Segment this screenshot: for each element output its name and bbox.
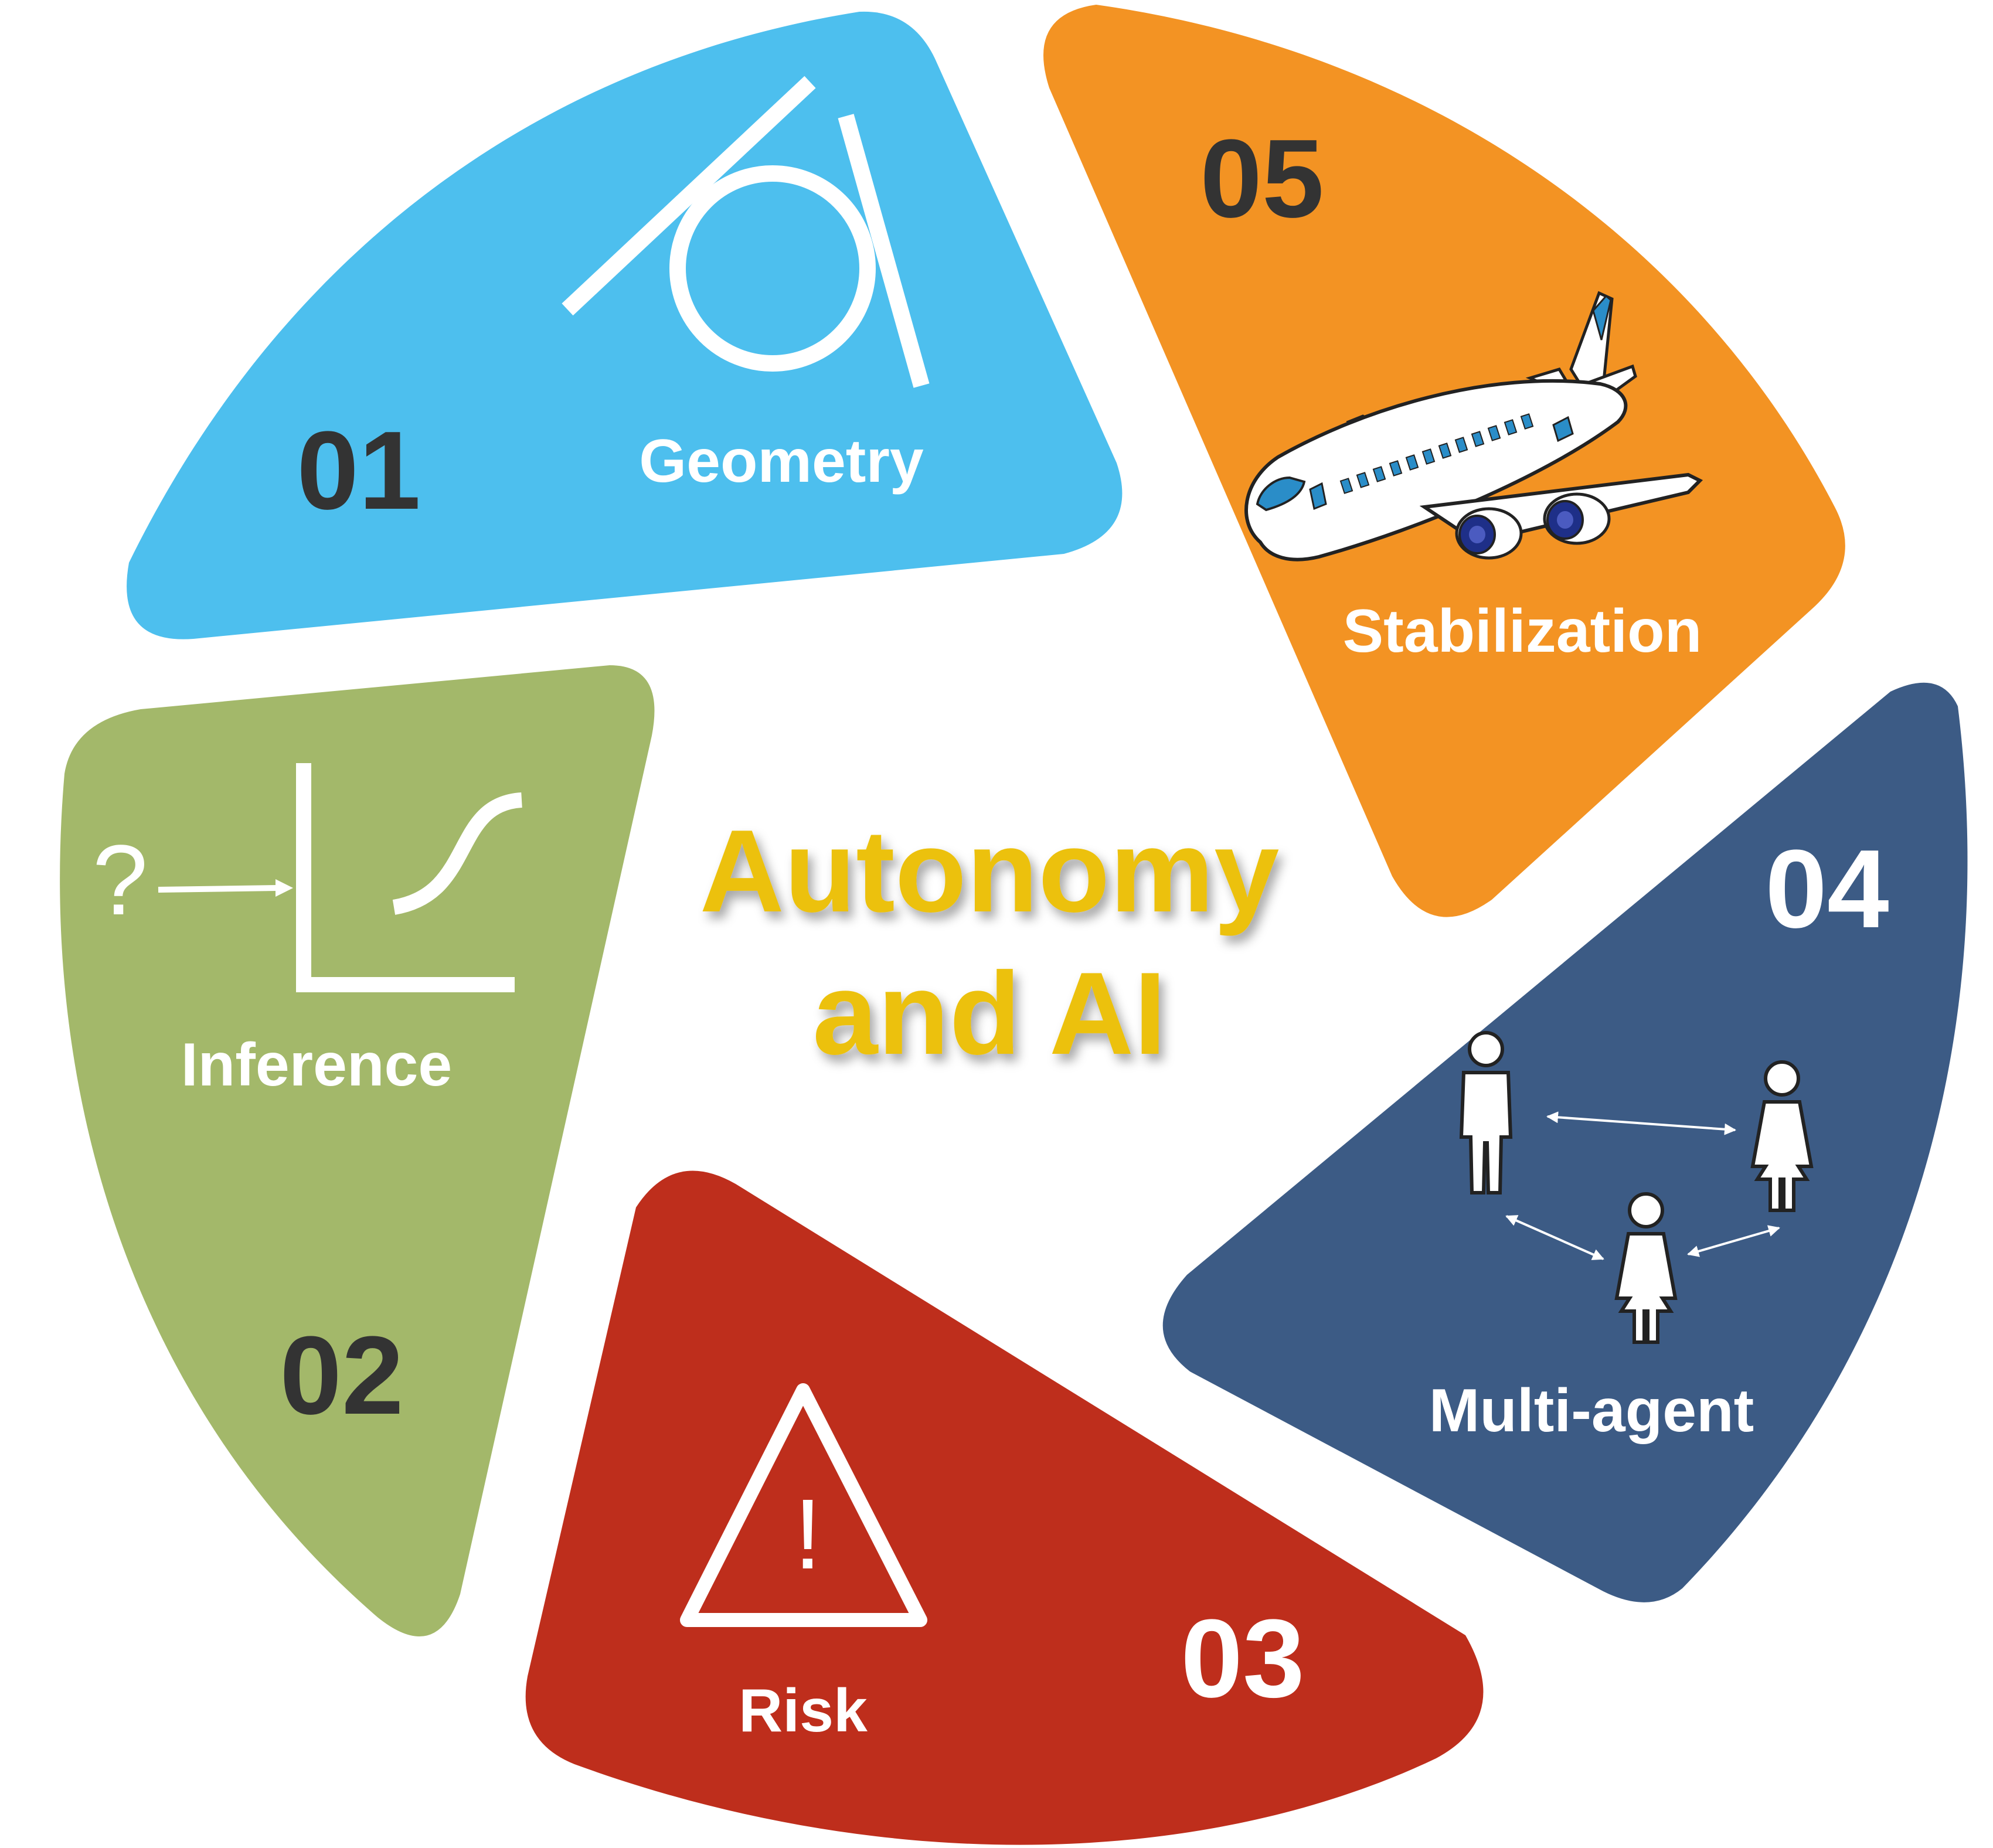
geometry-circle-tangent-icon (562, 76, 930, 388)
warning-triangle-icon: ! (680, 1383, 927, 1627)
segment-label-multi-agent: Multi-agent (1429, 1377, 1754, 1445)
segment-shape-inference (60, 665, 655, 1636)
segment-label-stabilization: Stabilization (1343, 597, 1702, 665)
person-woman-icon (1750, 1060, 1814, 1212)
segment-number-05: 05 (1200, 117, 1324, 241)
segment-geometry: 01 Geometry (127, 11, 1123, 639)
center-title-line2: and AI (812, 948, 1166, 1079)
segment-label-risk: Risk (739, 1677, 868, 1745)
segment-shape-risk (525, 1170, 1484, 1845)
center-title-line1: Autonomy (700, 806, 1280, 937)
segment-inference: ? Inference 02 (60, 665, 655, 1636)
center-title: Autonomy and AI (700, 806, 1280, 1079)
warning-exclamation: ! (794, 1479, 821, 1590)
airplane-icon (1244, 291, 1703, 561)
segment-number-04: 04 (1765, 827, 1889, 951)
segment-number-02: 02 (280, 1313, 403, 1438)
person-woman-icon (1614, 1192, 1678, 1344)
segment-risk: ! Risk 03 (525, 1170, 1484, 1845)
agent-connection-arrows (1505, 1111, 1780, 1260)
segment-shape-multi-agent (1162, 682, 1968, 1602)
person-man-icon (1459, 1031, 1513, 1194)
multi-agent-people-icon (1459, 1031, 1814, 1344)
segment-number-03: 03 (1181, 1597, 1304, 1721)
inference-question-mark: ? (93, 825, 148, 936)
segment-number-01: 01 (297, 409, 420, 533)
segment-label-geometry: Geometry (639, 427, 924, 495)
segment-shape-geometry (127, 11, 1123, 639)
inference-sigmoid-icon: ? (93, 763, 523, 992)
segment-label-inference: Inference (181, 1031, 452, 1099)
segment-multi-agent: 04 Multi-agent (1162, 682, 1968, 1602)
segment-stabilization: 05 Stabilization (1043, 5, 1845, 917)
